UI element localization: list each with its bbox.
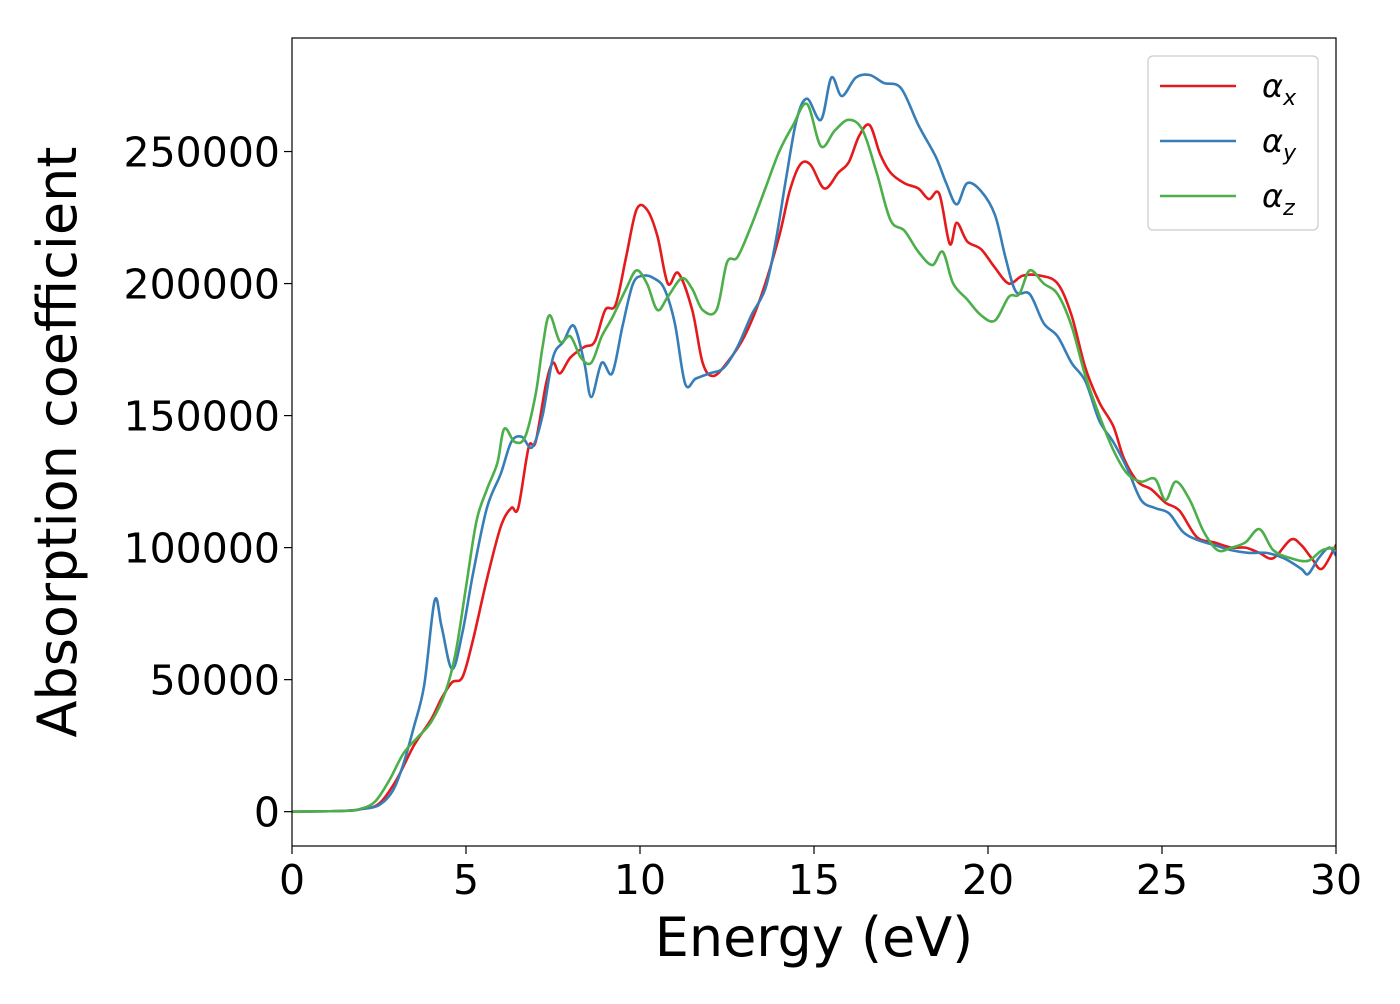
- x-tick-label: 15: [788, 856, 840, 904]
- y-tick-label: 0: [254, 789, 280, 837]
- series-line-y: [292, 73, 1336, 813]
- y-tick-label: 200000: [123, 261, 280, 309]
- y-tick-label: 150000: [123, 393, 280, 441]
- x-tick-label: 20: [962, 856, 1014, 904]
- series-layer: [292, 73, 1336, 813]
- x-tick-label: 5: [453, 856, 479, 904]
- y-tick-label: 50000: [150, 657, 280, 705]
- y-tick-label: 250000: [123, 129, 280, 177]
- x-tick-label: 0: [279, 856, 305, 904]
- x-axis-label: Energy (eV): [655, 906, 974, 969]
- y-tick-label: 100000: [123, 525, 280, 573]
- x-tick-label: 10: [614, 856, 666, 904]
- series-line-x: [292, 123, 1336, 813]
- x-axis-ticks: 0 5 10 15 20 25 30: [279, 846, 1362, 904]
- legend-box: [1147, 55, 1319, 231]
- series-line-z: [292, 102, 1336, 813]
- x-tick-label: 30: [1310, 856, 1362, 904]
- y-axis-ticks: 0 50000 100000 150000 200000 250000: [123, 129, 292, 837]
- x-tick-label: 25: [1136, 856, 1188, 904]
- y-axis-label: Absorption coefficient: [26, 147, 89, 738]
